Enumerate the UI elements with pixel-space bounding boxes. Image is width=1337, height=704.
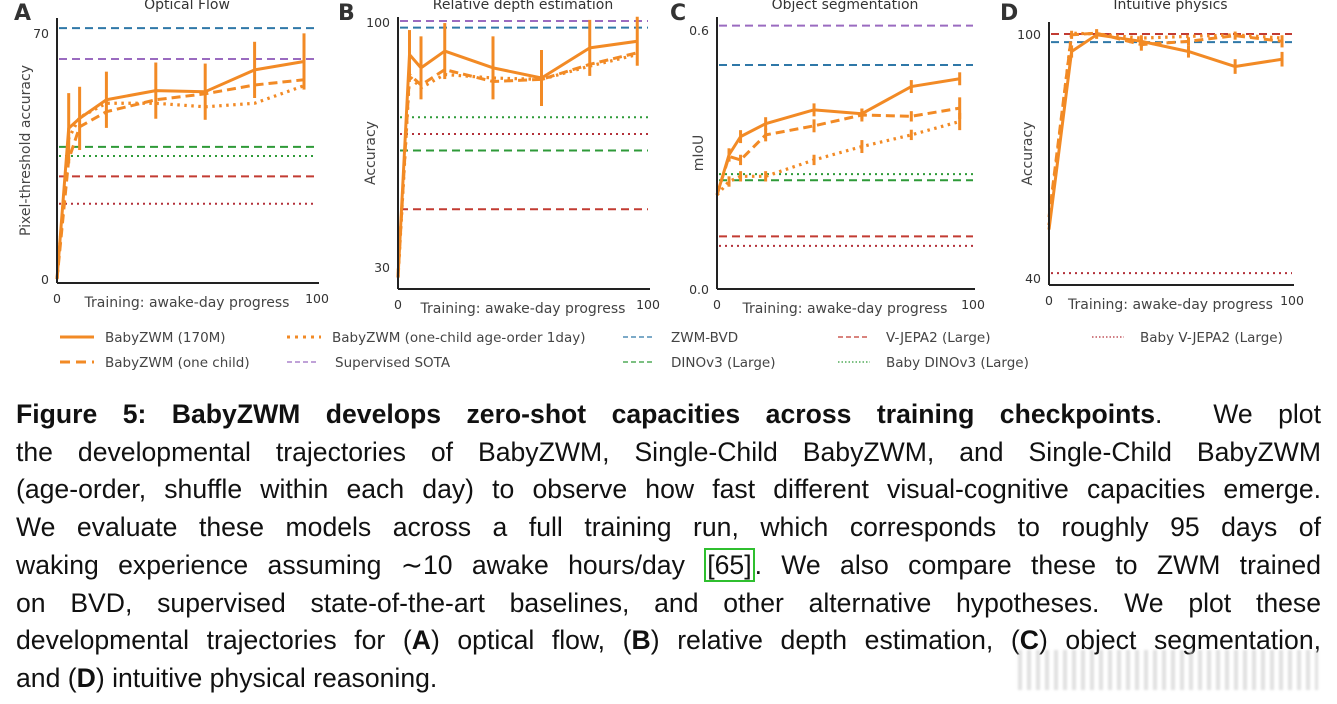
caption-text: . We also compare these to ZWM trained (754, 549, 1321, 580)
panel-d: D Intuitive physics 40 100 0 100 Training: awa… (1000, 0, 1304, 313)
series-line-dashed (1047, 31, 1283, 218)
caption-line-6: on BVD, supervised state-of-the-art base… (16, 585, 1321, 623)
caption-text: ) optical flow, ( (430, 625, 632, 656)
caption-text: ) intuitive physical reasoning. (95, 662, 438, 693)
x-tick-label: 0 (713, 297, 721, 312)
caption-text: the developmental trajectories of BabyZW… (16, 436, 1321, 467)
caption-line-1: Figure 5: BabyZWM develops zero-shot cap… (16, 396, 1321, 434)
x-tick-label: 100 (305, 291, 329, 306)
caption-text: developmental trajectories for ( (16, 625, 412, 656)
caption-text: (age-order, shuffle within each day) to … (16, 474, 1321, 505)
y-tick-label: 100 (1017, 27, 1041, 42)
x-tick-label: 0 (53, 291, 61, 306)
series-line-dotted (1047, 31, 1283, 226)
x-tick-label: 0 (1045, 293, 1053, 308)
panel-title: Optical Flow (144, 0, 230, 13)
legend-item: BabyZWM (one-child age-order 1day) (332, 330, 585, 346)
caption-text: ) relative depth estimation, ( (650, 625, 1020, 656)
panel-a: A Optical Flow 0 70 0 100 Training: awake-day … (14, 0, 329, 311)
legend-item: Supervised SOTA (335, 355, 451, 371)
panel-ref-c: C (1019, 625, 1039, 656)
series-line-dotted (55, 84, 305, 280)
x-tick-label: 0 (394, 297, 402, 312)
legend-item: Baby V-JEPA2 (Large) (1140, 330, 1283, 346)
x-axis-label: Training: awake-day progress (1067, 297, 1273, 313)
legend-item: Baby DINOv3 (Large) (886, 355, 1029, 371)
caption-line-5: waking experience assuming ∼10 awake hou… (16, 547, 1321, 585)
panel-letter: C (670, 1, 686, 26)
panel-c: C Object segmentation 0.0 0.6 0 100 Training: … (670, 0, 985, 317)
figure-5-charts: A Optical Flow 0 70 0 100 Training: awake-day … (14, 0, 1304, 371)
x-tick-label: 100 (961, 297, 985, 312)
series-line-solid (1047, 33, 1283, 230)
y-tick-label: 70 (33, 26, 49, 41)
citation-link-65[interactable]: [65] (704, 547, 755, 582)
caption-line-3: (age-order, shuffle within each day) to … (16, 471, 1321, 509)
caption-text: on BVD, supervised state-of-the-art base… (16, 587, 1321, 618)
y-tick-label: 40 (1025, 271, 1041, 286)
x-axis-label: Training: awake-day progress (420, 301, 626, 317)
caption-line-8: and (D) intuitive physical reasoning. (16, 660, 1321, 698)
legend-item: BabyZWM (one child) (105, 355, 250, 371)
series-line-solid (396, 39, 638, 278)
x-axis-label: Training: awake-day progress (84, 295, 290, 311)
panel-letter: A (14, 1, 31, 26)
caption-line-2: the developmental trajectories of BabyZW… (16, 434, 1321, 472)
series-line-dotted (715, 119, 961, 196)
series-line-solid (715, 77, 960, 196)
legend: BabyZWM (170M) BabyZWM (one-child age-ord… (60, 330, 1283, 371)
series-line-dashed (396, 51, 638, 278)
y-axis-label: Accuracy (1020, 122, 1036, 186)
x-axis-label: Training: awake-day progress (742, 301, 948, 317)
panel-ref-b: B (631, 625, 651, 656)
series-line-dotted (396, 52, 638, 278)
watermark-overlay (1018, 650, 1318, 690)
caption-line-4: We evaluate these models across a full t… (16, 509, 1321, 547)
panel-ref-d: D (76, 662, 96, 693)
x-tick-label: 100 (636, 297, 660, 312)
panel-ref-a: A (411, 625, 431, 656)
legend-item: ZWM-BVD (671, 330, 738, 346)
series-line-dashed (55, 78, 305, 280)
y-tick-label: 100 (366, 15, 390, 30)
panel-letter: D (1000, 1, 1018, 26)
series-line-dashed (715, 106, 960, 196)
caption-text: We evaluate these models across a full t… (16, 512, 1321, 543)
figure-caption: Figure 5: BabyZWM develops zero-shot cap… (16, 396, 1321, 698)
legend-item: V-JEPA2 (Large) (886, 330, 991, 346)
caption-text: . We plot (1154, 399, 1321, 429)
panel-letter: B (338, 1, 355, 26)
x-tick-label: 100 (1280, 293, 1304, 308)
series-line-solid (55, 59, 305, 280)
legend-item: BabyZWM (170M) (105, 330, 226, 346)
caption-title: Figure 5: BabyZWM develops zero-shot cap… (16, 399, 1155, 429)
y-axis-label: Accuracy (363, 121, 379, 185)
y-axis-label: mIoU (691, 135, 707, 172)
caption-text: waking experience assuming ∼10 awake hou… (16, 549, 705, 580)
y-tick-label: 0 (41, 272, 49, 287)
y-axis-label: Pixel-threshold accuracy (18, 65, 34, 236)
panel-title: Intuitive physics (1113, 0, 1227, 13)
y-tick-label: 0.0 (689, 282, 709, 297)
y-tick-label: 0.6 (689, 23, 709, 38)
caption-text: and ( (16, 662, 77, 693)
y-tick-label: 30 (374, 260, 390, 275)
panel-title: Relative depth estimation (433, 0, 613, 13)
panel-b: B Relative depth estimation 30 100 0 100 Train… (338, 0, 660, 317)
panel-title: Object segmentation (772, 0, 919, 13)
legend-item: DINOv3 (Large) (671, 355, 776, 371)
